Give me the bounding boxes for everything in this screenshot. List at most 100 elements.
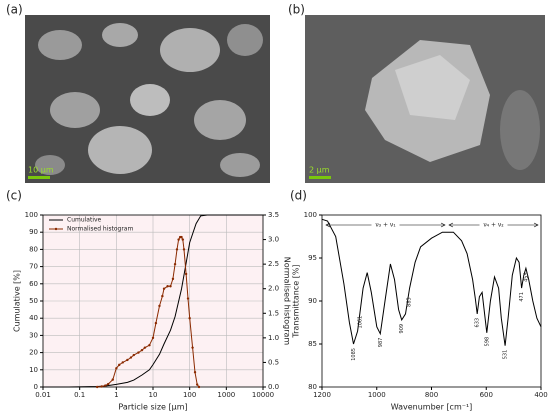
scale-bar-label: 2 μm [309, 166, 330, 175]
x-tick-label: 800 [425, 391, 438, 399]
peak-label: 987 [378, 338, 384, 348]
y-tick-label: 20 [29, 349, 38, 357]
y-tick-label: 90 [29, 228, 38, 236]
peak-label: 598 [484, 337, 490, 347]
y-axis-label: Cumulative [%] [13, 270, 22, 332]
x-tick-label: 10000 [252, 391, 274, 399]
annotation-bg [371, 220, 400, 230]
y-tick-label: 80 [29, 245, 38, 253]
data-point [95, 385, 99, 389]
x-tick-label: 1000 [368, 391, 386, 399]
data-point [162, 287, 166, 290]
legend-swatch [54, 227, 58, 231]
data-point [180, 235, 183, 239]
panel-label: (c) [6, 189, 22, 203]
data-line [43, 214, 263, 388]
data-point [197, 385, 201, 389]
data-point [154, 321, 158, 325]
y-tick-label: 30 [29, 331, 38, 339]
plot-frame [42, 214, 264, 388]
peak-label: 633 [475, 318, 481, 328]
y2-tick-label: 0.5 [268, 358, 279, 366]
scale-bar [28, 176, 50, 179]
x-tick-label: 0.1 [74, 391, 85, 399]
peak-label: 883 [406, 297, 412, 307]
y2-tick-label: 1.0 [268, 334, 279, 342]
peak-label: 531 [503, 350, 509, 360]
y-tick-label: 0 [34, 383, 38, 391]
data-line [321, 218, 542, 346]
data-point [121, 361, 124, 364]
panel-label: (a) [6, 3, 23, 17]
y2-tick-label: 3.5 [268, 211, 279, 219]
x-tick-label: 600 [480, 391, 493, 399]
x-axis-label: Wavenumber [cm⁻¹] [391, 403, 473, 412]
legend-label: Normalised histogram [67, 226, 133, 233]
y-axis-label: Transmittance [%] [292, 264, 301, 338]
peak-label: 455 [523, 272, 529, 282]
annotation: ν₃ + ν₁ [375, 222, 396, 229]
peak-label: 909 [399, 324, 405, 334]
legend-label: Cumulative [67, 217, 102, 224]
data-point [182, 248, 186, 251]
data-point [143, 346, 147, 349]
x-tick-label: 400 [534, 391, 547, 399]
y2-axis-label: Normalised histogram [283, 257, 292, 346]
sem-image-a [25, 15, 270, 183]
data-point [169, 285, 172, 288]
data-point [118, 363, 121, 367]
data-point [158, 304, 161, 308]
y-tick-label: 100 [304, 211, 317, 219]
x-tick-label: 1200 [313, 391, 331, 399]
data-point [188, 317, 191, 320]
y-tick-label: 100 [25, 211, 38, 219]
annotation-bg [479, 220, 508, 230]
y-tick-label: 60 [29, 280, 38, 288]
scale-bar-label: 10 μm [28, 166, 54, 175]
y2-tick-label: 2.5 [268, 260, 279, 268]
y-tick-label: 85 [308, 340, 317, 348]
data-point [132, 353, 136, 357]
y-tick-label: 80 [308, 383, 317, 391]
data-point [161, 294, 164, 298]
x-tick-label: 1000 [217, 391, 235, 399]
x-tick-label: 10 [149, 391, 158, 399]
data-point [111, 378, 114, 381]
y-tick-label: 50 [29, 297, 38, 305]
peak-label: 471 [519, 292, 525, 302]
sem-image-b [305, 15, 545, 183]
y-tick-label: 95 [308, 254, 317, 262]
data-point [181, 238, 185, 241]
data-point [184, 272, 188, 276]
data-point [173, 262, 177, 266]
y-tick-label: 40 [29, 314, 38, 322]
x-tick-label: 0.01 [35, 391, 51, 399]
data-point [177, 238, 180, 241]
data-point [115, 367, 118, 370]
y2-tick-label: 1.5 [268, 309, 279, 317]
data-point [137, 351, 140, 354]
data-point [100, 385, 103, 388]
x-tick-label: 100 [183, 391, 196, 399]
data-point [193, 371, 197, 374]
scale-bar [309, 176, 331, 179]
y2-tick-label: 0.0 [268, 383, 279, 391]
panel-label: (b) [288, 3, 305, 17]
y-tick-label: 10 [29, 366, 38, 374]
peak-label: 1061 [358, 316, 364, 329]
y-tick-label: 70 [29, 263, 38, 271]
y2-tick-label: 3.0 [268, 236, 279, 244]
y-tick-label: 90 [308, 297, 317, 305]
data-point [195, 383, 199, 386]
data-point [166, 285, 169, 288]
data-point [151, 336, 155, 340]
data-point [104, 384, 107, 387]
data-point [175, 248, 179, 251]
annotation-arrow [325, 222, 446, 228]
data-point [186, 297, 190, 300]
data-point [191, 346, 194, 349]
panel-label: (d) [290, 189, 307, 203]
data-point [171, 277, 175, 281]
peak-label: 1085 [351, 348, 357, 361]
